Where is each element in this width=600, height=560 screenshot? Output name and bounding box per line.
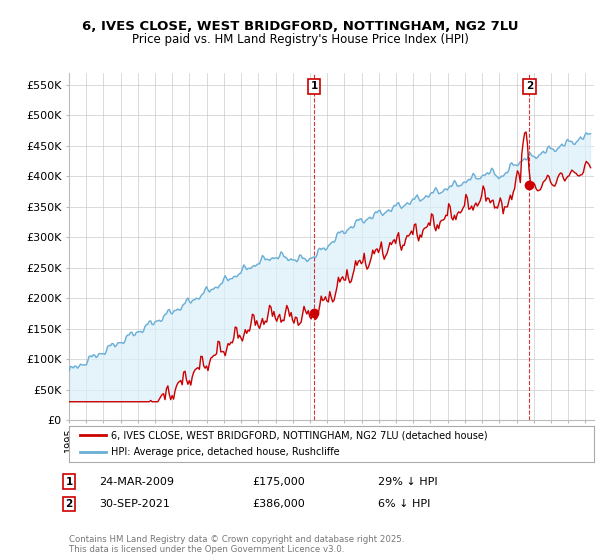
Text: 1: 1 <box>65 477 73 487</box>
Text: HPI: Average price, detached house, Rushcliffe: HPI: Average price, detached house, Rush… <box>111 447 340 457</box>
Text: 6, IVES CLOSE, WEST BRIDGFORD, NOTTINGHAM, NG2 7LU: 6, IVES CLOSE, WEST BRIDGFORD, NOTTINGHA… <box>82 20 518 34</box>
Text: Price paid vs. HM Land Registry's House Price Index (HPI): Price paid vs. HM Land Registry's House … <box>131 32 469 46</box>
Text: £386,000: £386,000 <box>252 499 305 509</box>
Text: 6, IVES CLOSE, WEST BRIDGFORD, NOTTINGHAM, NG2 7LU (detached house): 6, IVES CLOSE, WEST BRIDGFORD, NOTTINGHA… <box>111 431 488 440</box>
Text: 6% ↓ HPI: 6% ↓ HPI <box>378 499 430 509</box>
Text: £175,000: £175,000 <box>252 477 305 487</box>
Text: Contains HM Land Registry data © Crown copyright and database right 2025.
This d: Contains HM Land Registry data © Crown c… <box>69 535 404 554</box>
Text: 2: 2 <box>526 81 533 91</box>
Text: 1: 1 <box>310 81 317 91</box>
Text: 2: 2 <box>65 499 73 509</box>
Text: 30-SEP-2021: 30-SEP-2021 <box>99 499 170 509</box>
Text: 24-MAR-2009: 24-MAR-2009 <box>99 477 174 487</box>
Text: 29% ↓ HPI: 29% ↓ HPI <box>378 477 437 487</box>
